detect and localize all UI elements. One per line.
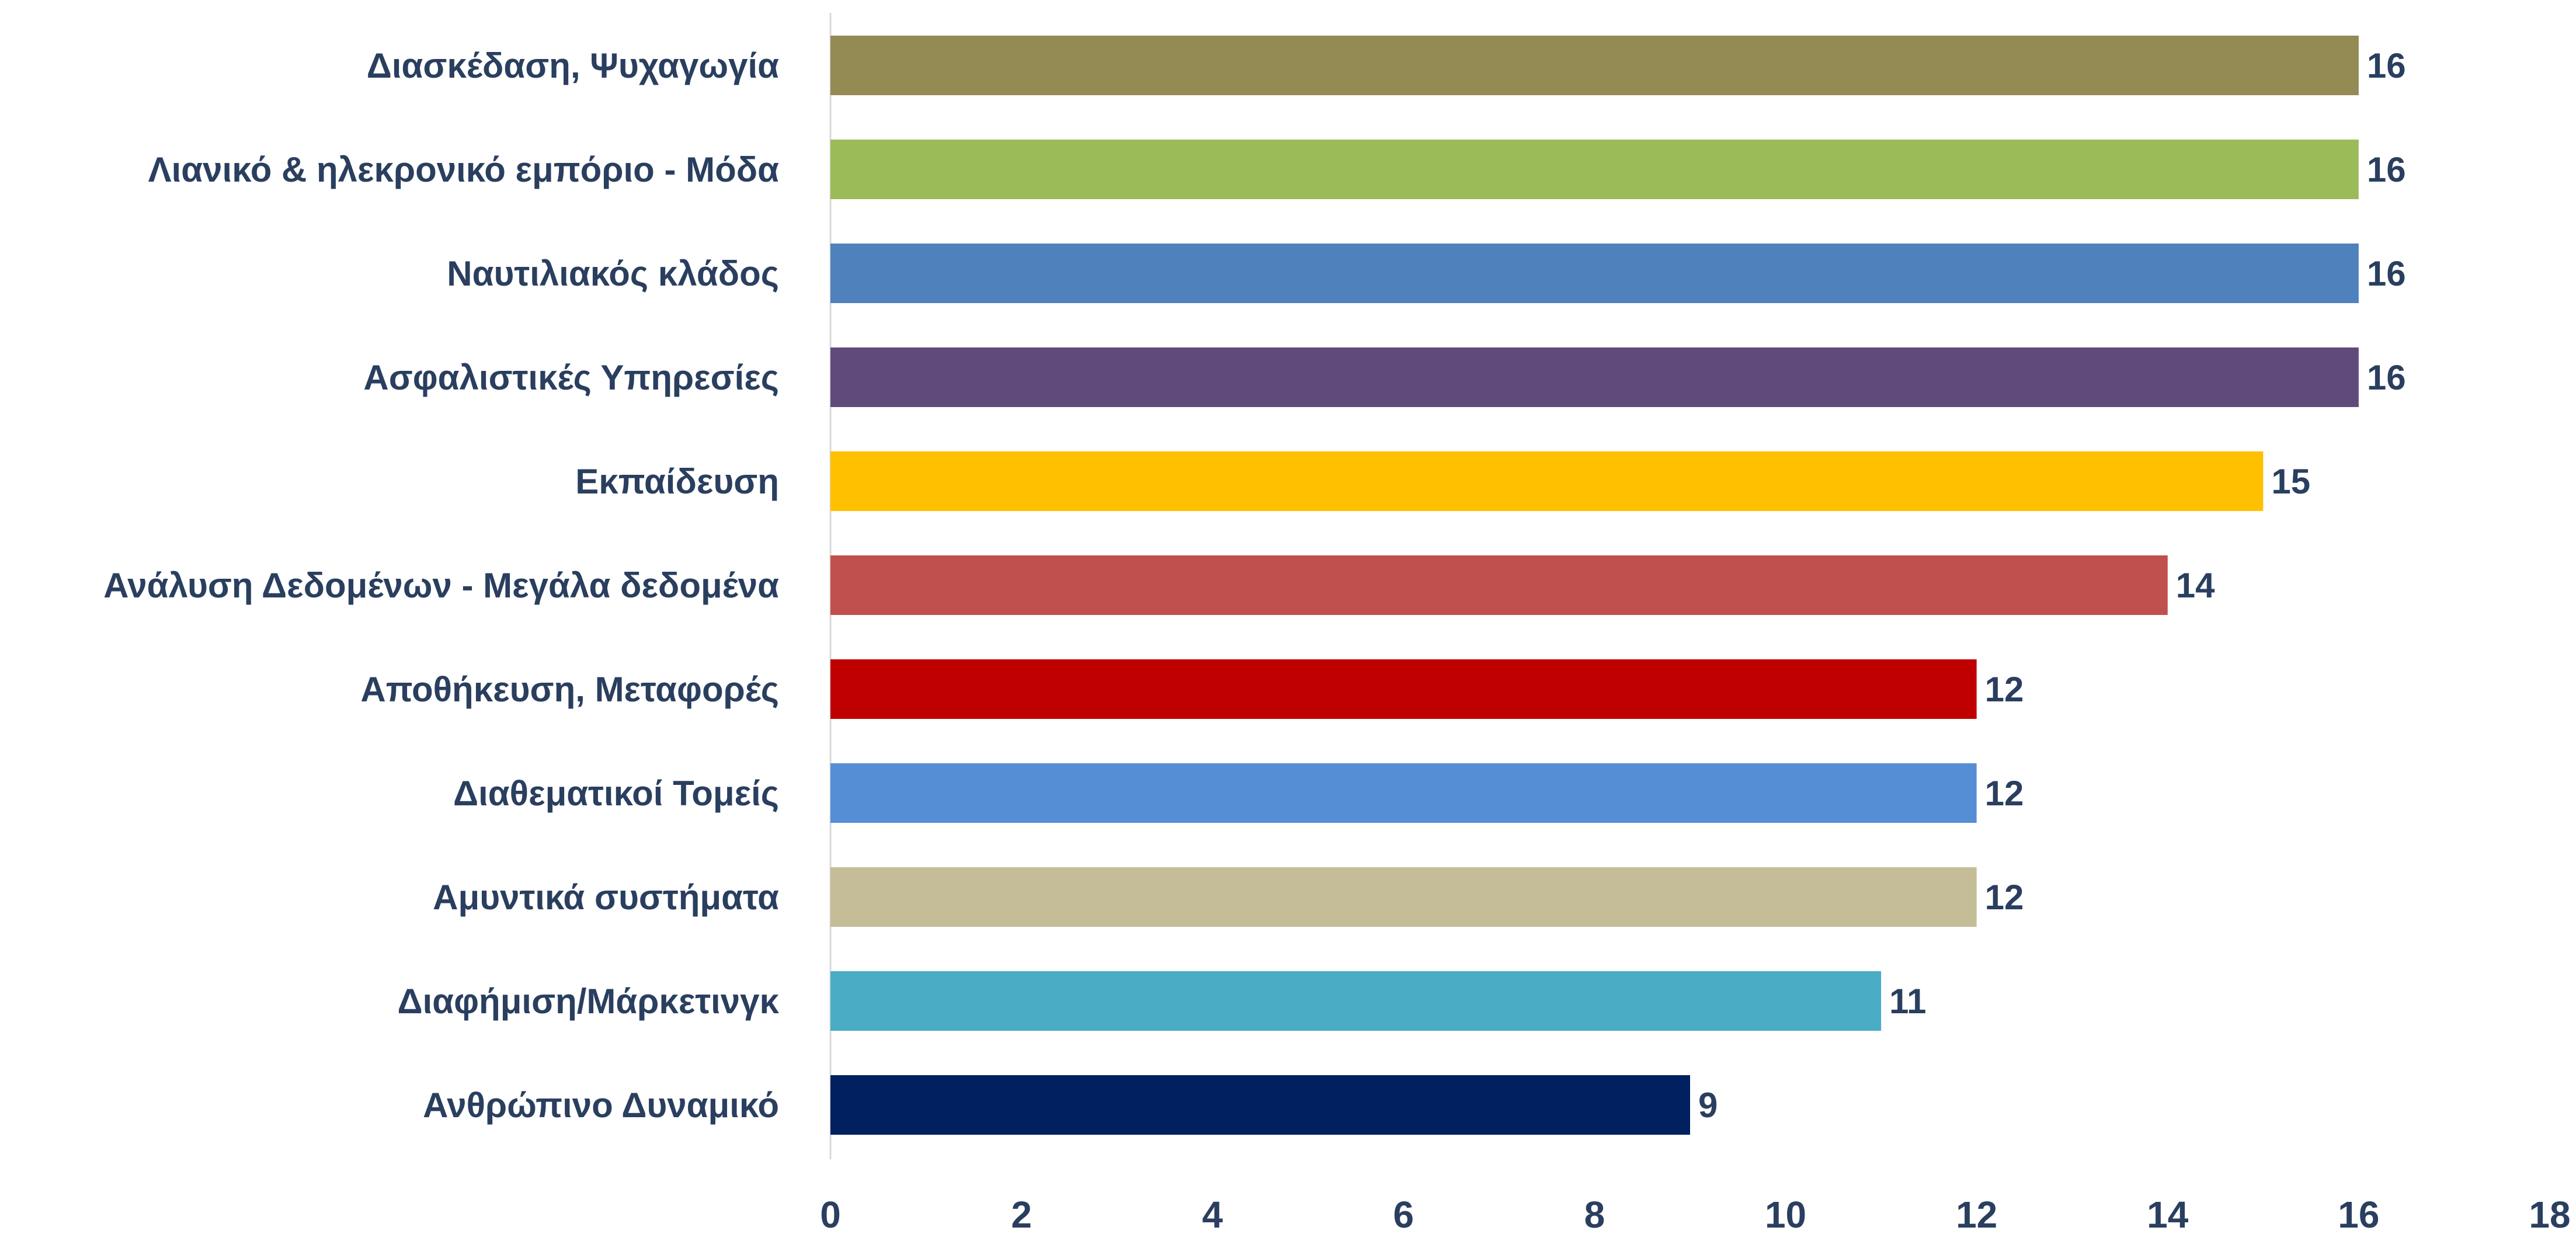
x-tick-label: 8 bbox=[1584, 1194, 1605, 1234]
bar-value-label: 9 bbox=[1698, 1086, 1718, 1125]
x-axis-tick-labels-group: 0 2 4 6 8 10 12 14 16 18 bbox=[820, 1194, 2570, 1234]
bar bbox=[830, 659, 1977, 719]
bar-value-label: 12 bbox=[1985, 670, 2024, 709]
bar bbox=[830, 244, 2359, 303]
x-tick-label: 4 bbox=[1202, 1194, 1223, 1234]
x-tick-label: 2 bbox=[1011, 1194, 1032, 1234]
bar-value-label: 11 bbox=[1889, 982, 1926, 1021]
category-label: Ναυτιλιακός κλάδος bbox=[447, 254, 779, 293]
x-tick-label: 10 bbox=[1765, 1194, 1806, 1234]
bars-group bbox=[830, 36, 2359, 1135]
bar bbox=[830, 451, 2264, 511]
x-tick-label: 18 bbox=[2529, 1194, 2570, 1234]
bar bbox=[830, 36, 2359, 95]
category-labels-group: Διασκέδαση, Ψυχαγωγία Λιανικό & ηλεκρονικ… bbox=[103, 46, 779, 1125]
value-labels-group: 16 16 16 16 15 14 12 12 12 11 9 bbox=[1698, 46, 2406, 1125]
bar-value-label: 14 bbox=[2176, 566, 2215, 605]
category-label: Αμυντικά συστήματα bbox=[433, 878, 779, 917]
category-label: Λιανικό & ηλεκρονικό εμπόριο - Μόδα bbox=[148, 150, 779, 189]
bar-value-label: 12 bbox=[1985, 774, 2024, 813]
bar-value-label: 12 bbox=[1985, 878, 2024, 917]
category-label: Ανάλυση Δεδομένων - Μεγάλα δεδομένα bbox=[103, 566, 779, 605]
x-tick-label: 6 bbox=[1393, 1194, 1414, 1234]
bar-value-label: 15 bbox=[2271, 462, 2310, 501]
bar-value-label: 16 bbox=[2367, 46, 2406, 85]
category-label: Ασφαλιστικές Υπηρεσίες bbox=[363, 358, 779, 397]
category-label: Διαθεματικοί Τομείς bbox=[453, 774, 779, 813]
bar bbox=[830, 555, 2168, 615]
x-tick-label: 12 bbox=[1956, 1194, 1997, 1234]
category-label: Ανθρώπινο Δυναμικό bbox=[423, 1086, 779, 1125]
bar bbox=[830, 971, 1882, 1031]
bar-value-label: 16 bbox=[2367, 254, 2406, 293]
category-label: Διασκέδαση, Ψυχαγωγία bbox=[367, 46, 779, 85]
bar bbox=[830, 140, 2359, 199]
bar-value-label: 16 bbox=[2367, 150, 2406, 189]
bar bbox=[830, 867, 1977, 927]
category-label: Αποθήκευση, Μεταφορές bbox=[360, 670, 779, 709]
bar bbox=[830, 763, 1977, 823]
category-label: Διαφήμιση/Μάρκετινγκ bbox=[397, 982, 779, 1021]
bar-value-label: 16 bbox=[2367, 358, 2406, 397]
bar bbox=[830, 347, 2359, 407]
bar bbox=[830, 1075, 1690, 1135]
category-label: Εκπαίδευση bbox=[575, 462, 779, 501]
x-tick-label: 0 bbox=[820, 1194, 841, 1234]
x-tick-label: 16 bbox=[2338, 1194, 2379, 1234]
x-tick-label: 14 bbox=[2147, 1194, 2189, 1234]
